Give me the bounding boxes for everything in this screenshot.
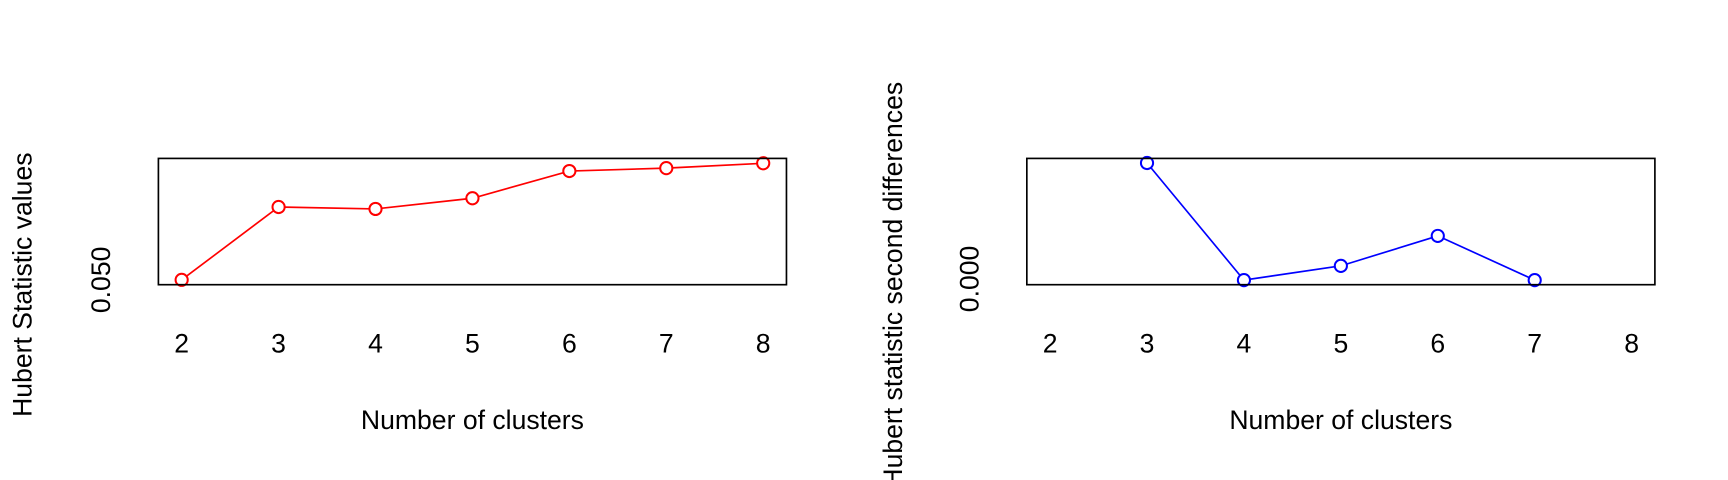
x-tick-label: 7: [659, 329, 674, 359]
plot-frame: [157, 157, 788, 286]
plot-frame: [1026, 157, 1656, 286]
point: [756, 156, 771, 171]
x-tick-label: 2: [1043, 329, 1058, 359]
x-tick-label: 6: [1430, 329, 1445, 359]
x-tick-label: 4: [1237, 329, 1252, 359]
x-tick-label: 8: [1624, 329, 1639, 359]
point: [1236, 273, 1252, 288]
x-tick-label: 4: [368, 329, 383, 359]
point: [1333, 258, 1348, 273]
y-tick-label: 0.050: [86, 247, 116, 314]
x-tick-label: 2: [174, 329, 189, 359]
point: [1527, 273, 1542, 288]
x-tick-label: 8: [756, 329, 771, 359]
point: [174, 272, 189, 287]
point: [271, 199, 286, 215]
x-tick-label: 5: [1333, 329, 1348, 359]
x-tick-label: 3: [271, 329, 286, 359]
series-line: [181, 162, 764, 281]
x-axis-title: Number of clusters: [1229, 405, 1452, 435]
y-axis-title: Hubert Statistic values: [7, 152, 37, 416]
point: [659, 161, 674, 176]
point: [368, 201, 383, 217]
x-tick-label: 6: [562, 329, 577, 359]
point: [562, 163, 577, 179]
point: [1139, 155, 1155, 171]
y-axis-title: Hubert statistic second differences: [878, 82, 908, 480]
point: [1430, 228, 1445, 243]
y-tick-label: 0.000: [954, 246, 984, 313]
x-tick-label: 7: [1527, 329, 1542, 359]
x-axis-title: Number of clusters: [361, 405, 584, 435]
x-tick-label: 3: [1140, 329, 1155, 359]
x-tick-label: 5: [465, 329, 480, 359]
point: [465, 191, 480, 206]
